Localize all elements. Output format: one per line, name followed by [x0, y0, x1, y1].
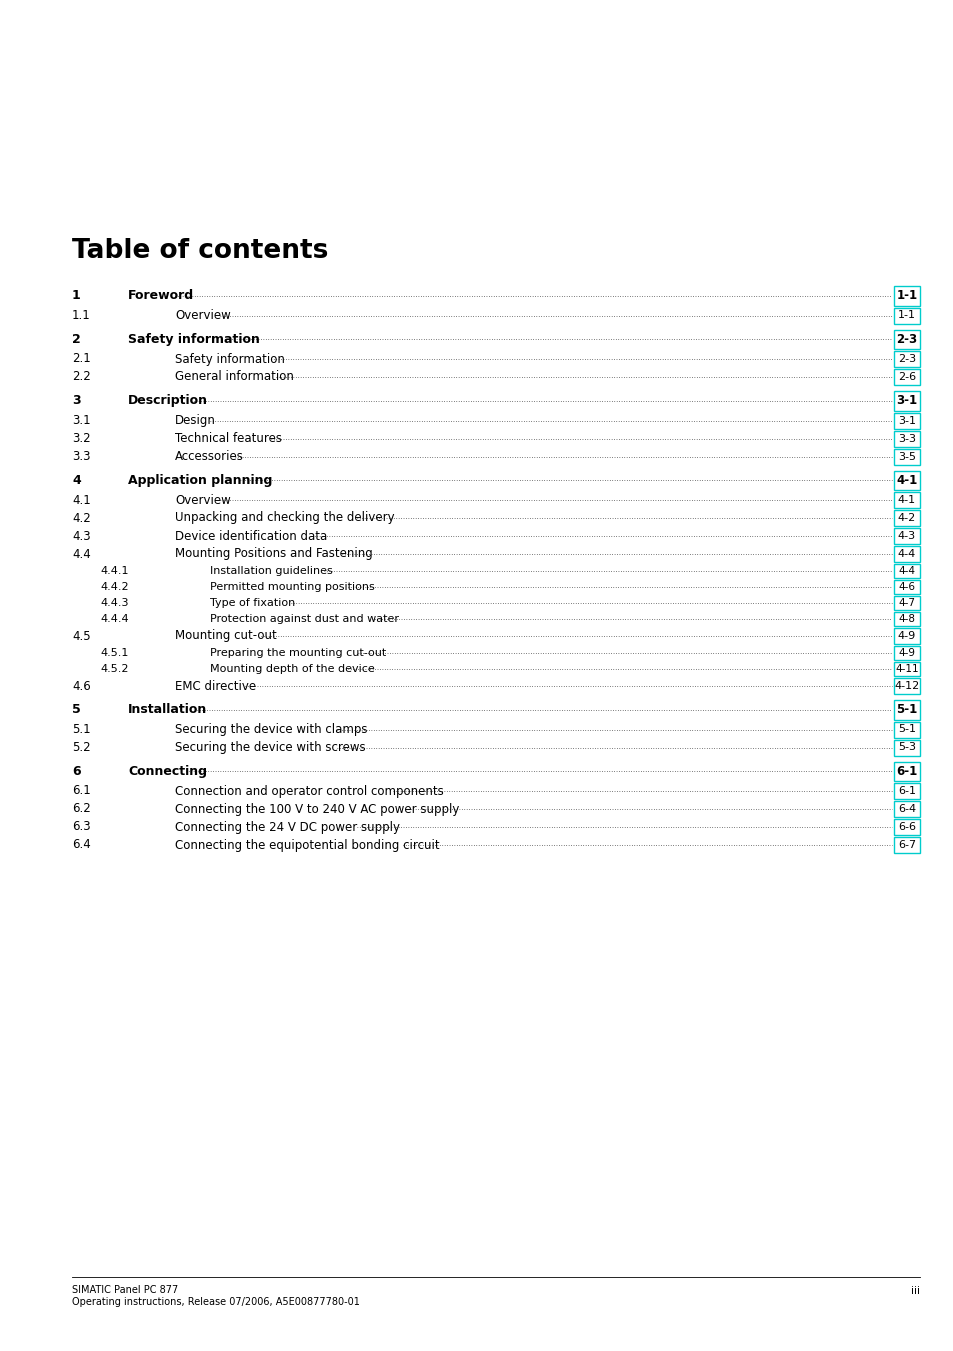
Text: 4-4: 4-4: [898, 566, 915, 576]
Text: 4-6: 4-6: [898, 582, 915, 592]
Text: iii: iii: [910, 1286, 919, 1296]
Text: 2.2: 2.2: [71, 370, 91, 384]
Text: 2-6: 2-6: [897, 372, 915, 382]
Text: 4-9: 4-9: [898, 648, 915, 658]
Text: 6.1: 6.1: [71, 785, 91, 797]
Text: Connecting: Connecting: [128, 765, 207, 778]
Text: 4.5: 4.5: [71, 630, 91, 643]
Text: 3-5: 3-5: [897, 451, 915, 462]
Text: 6: 6: [71, 765, 81, 778]
Text: Mounting cut-out: Mounting cut-out: [174, 630, 276, 643]
Text: 5-1: 5-1: [896, 704, 917, 716]
Text: Securing the device with clamps: Securing the device with clamps: [174, 723, 367, 736]
Text: Preparing the mounting cut-out: Preparing the mounting cut-out: [210, 648, 386, 658]
Text: Connecting the 24 V DC power supply: Connecting the 24 V DC power supply: [174, 820, 399, 834]
Text: 4-7: 4-7: [898, 598, 915, 608]
Text: Foreword: Foreword: [128, 289, 193, 303]
Text: 4-2: 4-2: [897, 513, 915, 523]
Text: 3-1: 3-1: [897, 416, 915, 426]
Text: 4.4: 4.4: [71, 547, 91, 561]
Text: 4.4.1: 4.4.1: [100, 566, 129, 576]
Text: 3.3: 3.3: [71, 450, 91, 463]
Text: Device identification data: Device identification data: [174, 530, 327, 543]
Text: 3-1: 3-1: [896, 394, 917, 407]
Text: 6-1: 6-1: [896, 765, 917, 778]
Text: 6.4: 6.4: [71, 839, 91, 851]
Text: 4.4.2: 4.4.2: [100, 582, 129, 592]
Text: Application planning: Application planning: [128, 474, 273, 486]
Text: 6-7: 6-7: [897, 840, 915, 850]
Text: Connection and operator control components: Connection and operator control componen…: [174, 785, 443, 797]
Text: Type of fixation: Type of fixation: [210, 598, 294, 608]
Text: 4-11: 4-11: [894, 663, 918, 674]
Text: General information: General information: [174, 370, 294, 384]
Text: 5-1: 5-1: [897, 724, 915, 735]
Text: 6.3: 6.3: [71, 820, 91, 834]
Text: SIMATIC Panel PC 877: SIMATIC Panel PC 877: [71, 1285, 178, 1296]
Text: 5.2: 5.2: [71, 740, 91, 754]
Text: Description: Description: [128, 394, 208, 407]
Text: 4.5.2: 4.5.2: [100, 663, 129, 674]
Text: 4-1: 4-1: [896, 474, 917, 486]
Text: Installation guidelines: Installation guidelines: [210, 566, 333, 576]
Text: 2: 2: [71, 332, 81, 346]
Text: 3.2: 3.2: [71, 432, 91, 444]
Text: 4.4.4: 4.4.4: [100, 613, 129, 624]
Text: Protection against dust and water: Protection against dust and water: [210, 613, 398, 624]
Text: 4-4: 4-4: [897, 549, 915, 559]
Text: 2.1: 2.1: [71, 353, 91, 366]
Text: 1-1: 1-1: [897, 311, 915, 320]
Text: 4.3: 4.3: [71, 530, 91, 543]
Text: 4.4.3: 4.4.3: [100, 598, 129, 608]
Text: 4: 4: [71, 474, 81, 486]
Text: EMC directive: EMC directive: [174, 680, 255, 693]
Text: Connecting the equipotential bonding circuit: Connecting the equipotential bonding cir…: [174, 839, 439, 851]
Text: Installation: Installation: [128, 704, 207, 716]
Text: 4-1: 4-1: [897, 494, 915, 505]
Text: 4-9: 4-9: [897, 631, 915, 640]
Text: Technical features: Technical features: [174, 432, 282, 444]
Text: Mounting Positions and Fastening: Mounting Positions and Fastening: [174, 547, 373, 561]
Text: Connecting the 100 V to 240 V AC power supply: Connecting the 100 V to 240 V AC power s…: [174, 802, 459, 816]
Text: Safety information: Safety information: [174, 353, 285, 366]
Text: 1: 1: [71, 289, 81, 303]
Text: Mounting depth of the device: Mounting depth of the device: [210, 663, 375, 674]
Text: 1-1: 1-1: [896, 289, 917, 303]
Text: Safety information: Safety information: [128, 332, 259, 346]
Text: 5: 5: [71, 704, 81, 716]
Text: 1.1: 1.1: [71, 309, 91, 322]
Text: 4.6: 4.6: [71, 680, 91, 693]
Text: 6-4: 6-4: [897, 804, 915, 815]
Text: 2-3: 2-3: [897, 354, 915, 363]
Text: 4.2: 4.2: [71, 512, 91, 524]
Text: 4.5.1: 4.5.1: [100, 648, 129, 658]
Text: 6-1: 6-1: [897, 786, 915, 796]
Text: 3-3: 3-3: [897, 434, 915, 443]
Text: 2-3: 2-3: [896, 332, 917, 346]
Text: 5.1: 5.1: [71, 723, 91, 736]
Text: Accessories: Accessories: [174, 450, 244, 463]
Text: 3: 3: [71, 394, 81, 407]
Text: 6.2: 6.2: [71, 802, 91, 816]
Text: Overview: Overview: [174, 493, 231, 507]
Text: Table of contents: Table of contents: [71, 238, 328, 263]
Text: Overview: Overview: [174, 309, 231, 322]
Text: Unpacking and checking the delivery: Unpacking and checking the delivery: [174, 512, 395, 524]
Text: 6-6: 6-6: [897, 821, 915, 832]
Text: 5-3: 5-3: [897, 743, 915, 753]
Text: Operating instructions, Release 07/2006, A5E00877780-01: Operating instructions, Release 07/2006,…: [71, 1297, 359, 1306]
Text: 4-3: 4-3: [897, 531, 915, 540]
Text: 4-12: 4-12: [893, 681, 919, 690]
Text: Securing the device with screws: Securing the device with screws: [174, 740, 365, 754]
Text: 4.1: 4.1: [71, 493, 91, 507]
Text: Design: Design: [174, 413, 215, 427]
Text: Permitted mounting positions: Permitted mounting positions: [210, 582, 375, 592]
Text: 3.1: 3.1: [71, 413, 91, 427]
Text: 4-8: 4-8: [898, 613, 915, 624]
